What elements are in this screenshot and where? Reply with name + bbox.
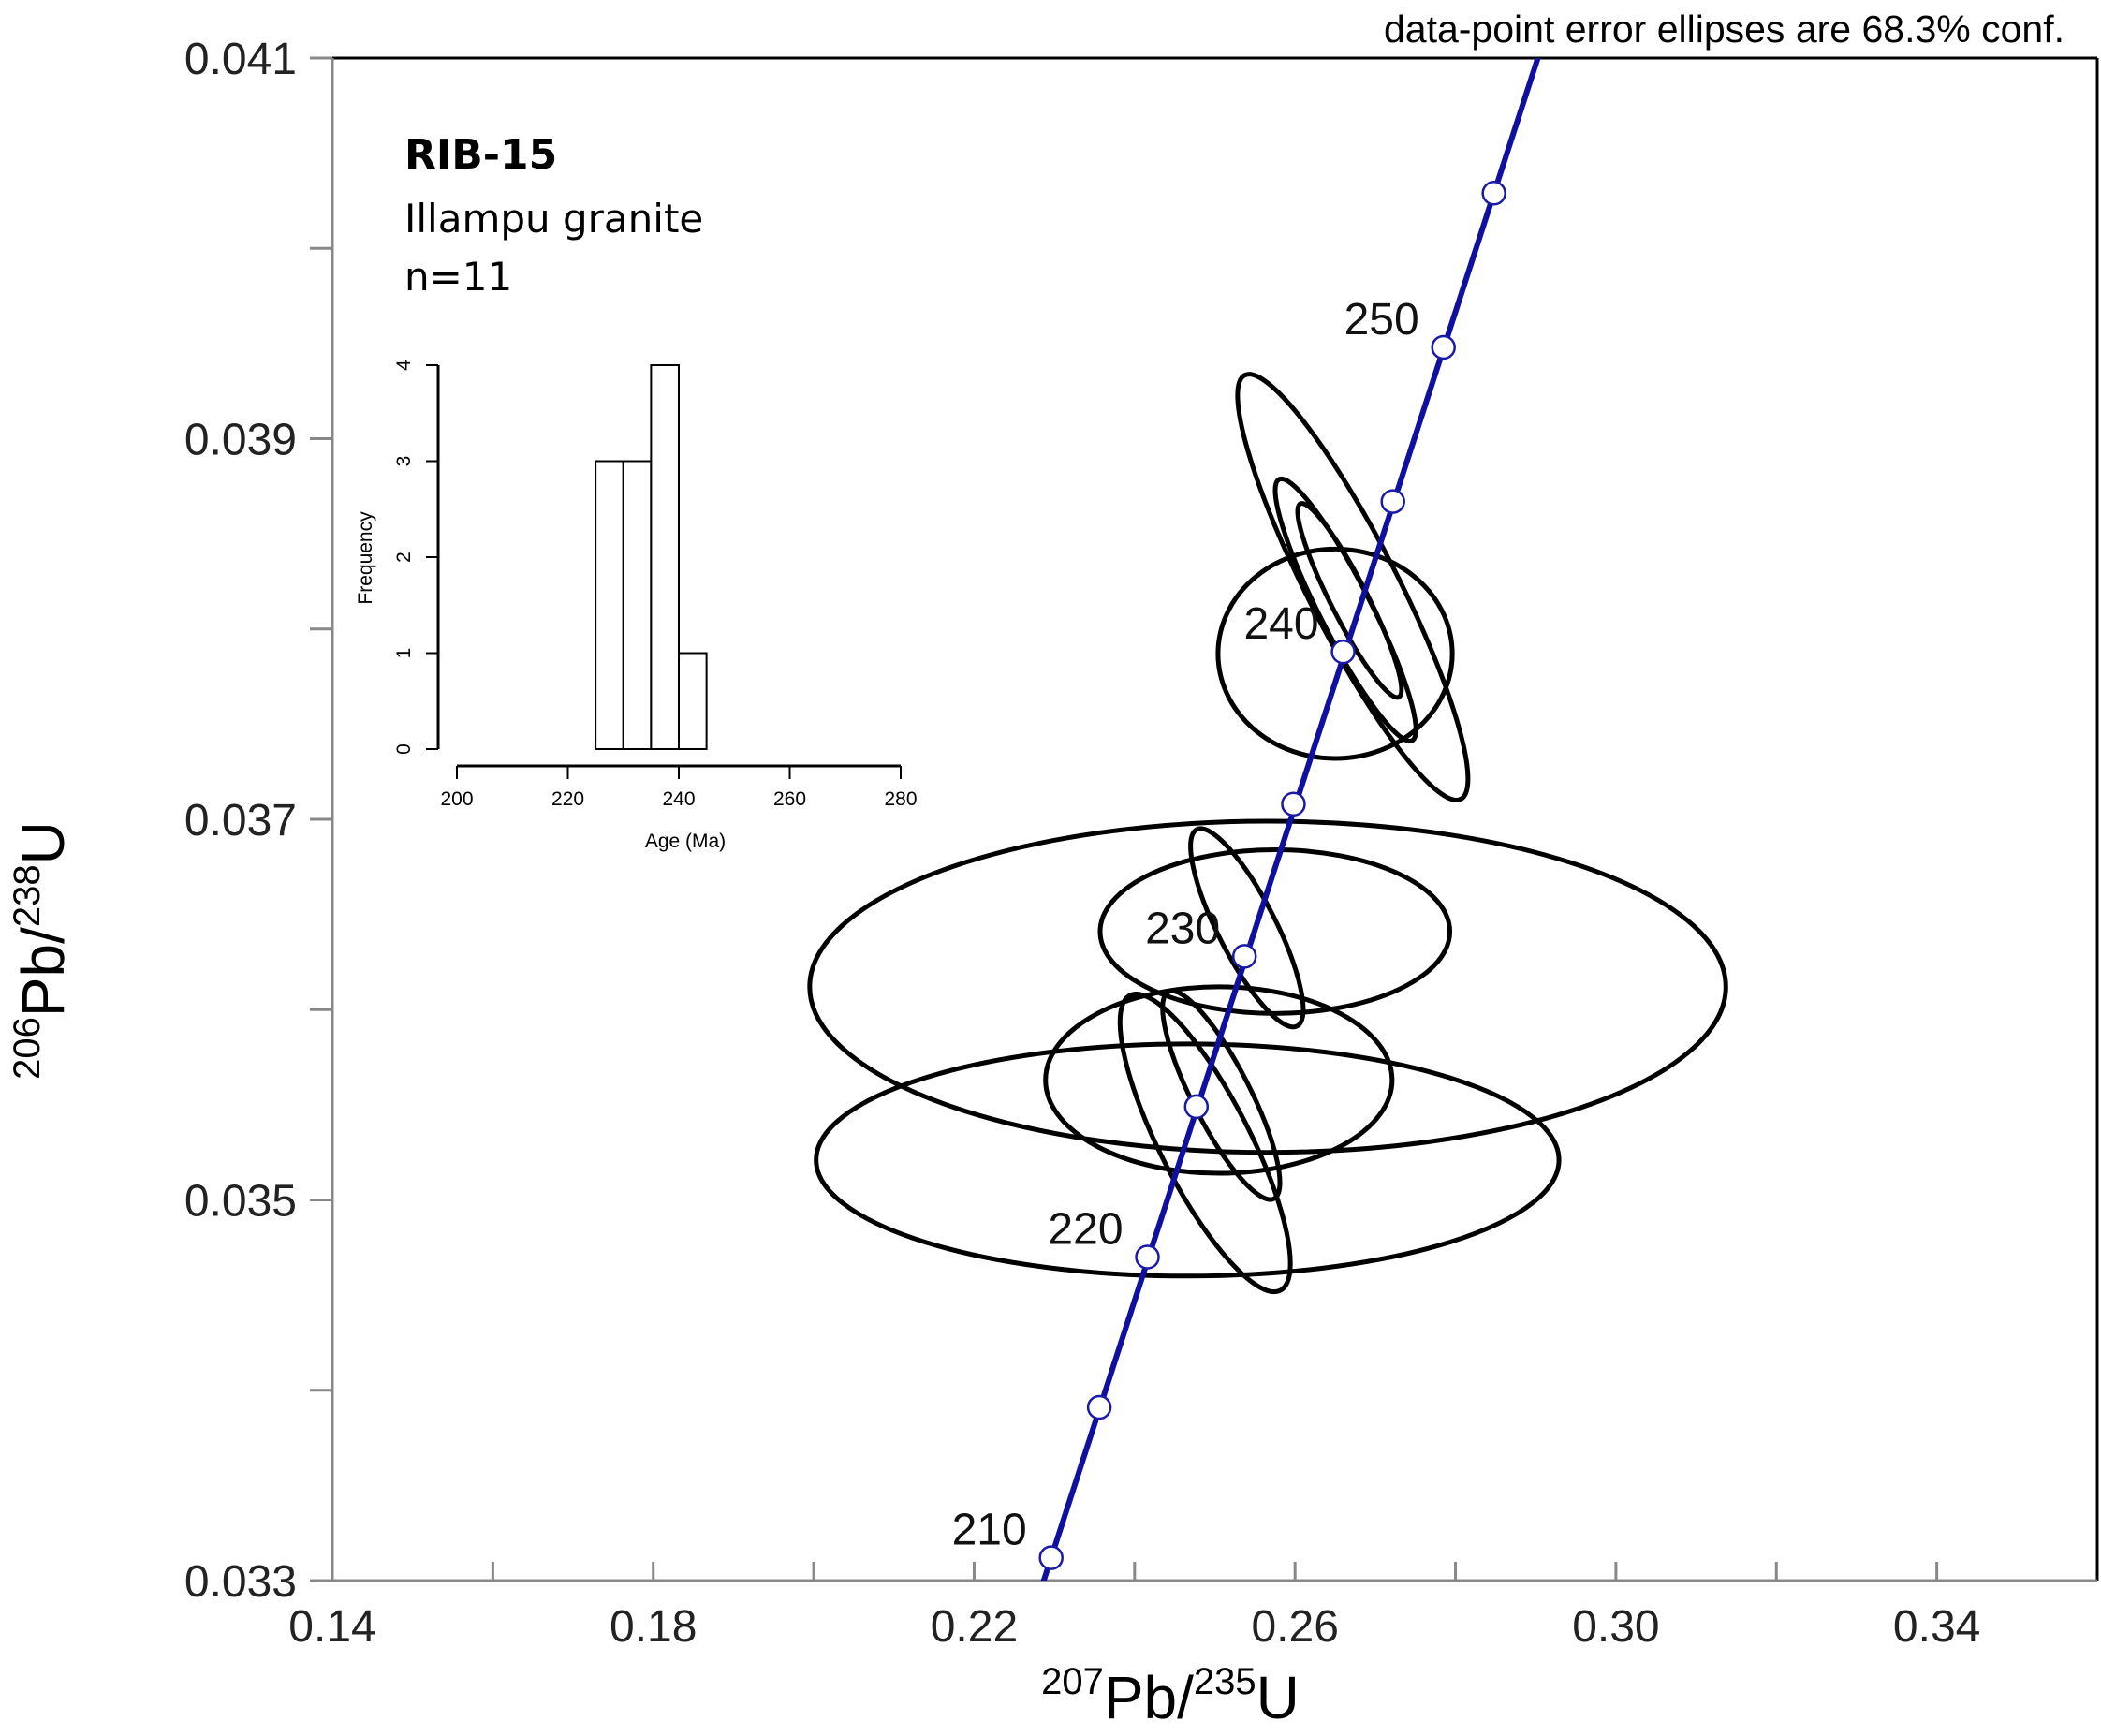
x-axis-title: 207Pb/235U bbox=[1041, 1661, 1300, 1731]
y-tick-label: 0.041 bbox=[184, 35, 297, 84]
concordia-age-marker bbox=[1281, 791, 1306, 817]
histogram-y-tick-label: 2 bbox=[393, 552, 415, 563]
concordia-age-marker bbox=[1086, 1394, 1112, 1420]
concordia-age-marker bbox=[1380, 489, 1405, 514]
concordia-age-marker bbox=[1183, 1094, 1210, 1120]
x-tick-label: 0.26 bbox=[1251, 1602, 1338, 1652]
concordia-age-marker bbox=[1431, 334, 1456, 360]
histogram-bar bbox=[650, 364, 680, 750]
histogram-y-label: Frequency bbox=[355, 511, 376, 605]
histogram-x-tick-label: 240 bbox=[662, 788, 695, 810]
concordia-age-label: 210 bbox=[952, 1506, 1027, 1555]
histogram-bar bbox=[622, 460, 653, 750]
sample-rock: Illampu granite bbox=[404, 196, 703, 242]
histogram-bar bbox=[595, 460, 624, 750]
error-ellipse bbox=[1043, 984, 1395, 1176]
histogram-bar bbox=[678, 652, 708, 750]
concordia-age-marker bbox=[1038, 1545, 1064, 1570]
y-tick-label: 0.033 bbox=[184, 1557, 297, 1607]
y-tick-label: 0.039 bbox=[184, 416, 297, 465]
y-axis-title: 206Pb/238U bbox=[7, 821, 77, 1080]
histogram-y-tick-label: 4 bbox=[393, 360, 415, 371]
concordia-age-labels: 210 220 230 240 250 bbox=[952, 295, 1419, 1555]
x-tick-label: 0.22 bbox=[931, 1602, 1018, 1652]
histogram-y-tick-label: 1 bbox=[393, 648, 415, 659]
histogram-y-tick-label: 3 bbox=[393, 456, 415, 467]
sample-info: RIB-15 Illampu granite n=11 bbox=[404, 131, 703, 300]
error-ellipses bbox=[807, 372, 1728, 1295]
concordia-age-label: 220 bbox=[1048, 1204, 1123, 1254]
x-tick-label: 0.30 bbox=[1572, 1602, 1659, 1652]
concordia-age-marker bbox=[1135, 1244, 1160, 1270]
x-tick-label: 0.34 bbox=[1893, 1602, 1980, 1652]
error-ellipse bbox=[807, 818, 1728, 1155]
error-ellipse bbox=[1188, 826, 1306, 1030]
concordia-line bbox=[1040, 58, 1541, 1581]
concordia-age-marker bbox=[1330, 639, 1356, 665]
inset-histogram: 0 1 2 3 4 200 220 240 260 280 Age (Ma) Frequency bbox=[355, 360, 918, 852]
concordia-age-marker bbox=[1481, 181, 1506, 206]
error-ellipse bbox=[1117, 991, 1293, 1295]
concordia-age-label: 240 bbox=[1243, 599, 1318, 649]
y-tick-label: 0.035 bbox=[184, 1177, 297, 1227]
concordia-age-marker bbox=[1231, 944, 1257, 969]
sample-count: n=11 bbox=[404, 254, 512, 300]
histogram-x-tick-label: 280 bbox=[884, 788, 917, 810]
sample-title: RIB-15 bbox=[404, 131, 557, 179]
concordia-age-label: 250 bbox=[1344, 295, 1419, 345]
histogram-bars bbox=[595, 364, 708, 750]
histogram-x-label: Age (Ma) bbox=[645, 831, 726, 852]
error-ellipse bbox=[1097, 847, 1453, 1016]
confidence-note: data-point error ellipses are 68.3% conf… bbox=[1384, 7, 2064, 51]
histogram-x-tick-label: 200 bbox=[440, 788, 473, 810]
error-ellipse bbox=[1235, 372, 1471, 802]
x-tick-label: 0.14 bbox=[288, 1602, 375, 1652]
histogram-axes: 0 1 2 3 4 200 220 240 260 280 bbox=[393, 360, 918, 810]
concordia-curve bbox=[1038, 58, 1541, 1581]
x-axis: 0.14 0.18 0.22 0.26 0.30 0.34 bbox=[288, 1562, 1980, 1652]
x-tick-label: 0.18 bbox=[610, 1602, 697, 1652]
y-axis: 0.033 0.035 0.037 0.039 0.041 bbox=[184, 35, 332, 1607]
concordia-age-label: 230 bbox=[1145, 904, 1220, 953]
error-ellipse bbox=[814, 1041, 1562, 1279]
histogram-x-tick-label: 220 bbox=[551, 788, 584, 810]
histogram-x-tick-label: 260 bbox=[773, 788, 806, 810]
error-ellipse bbox=[1215, 546, 1455, 761]
plot-frame bbox=[331, 56, 2099, 1582]
histogram-y-tick-label: 0 bbox=[393, 743, 415, 755]
y-tick-label: 0.037 bbox=[184, 796, 297, 846]
